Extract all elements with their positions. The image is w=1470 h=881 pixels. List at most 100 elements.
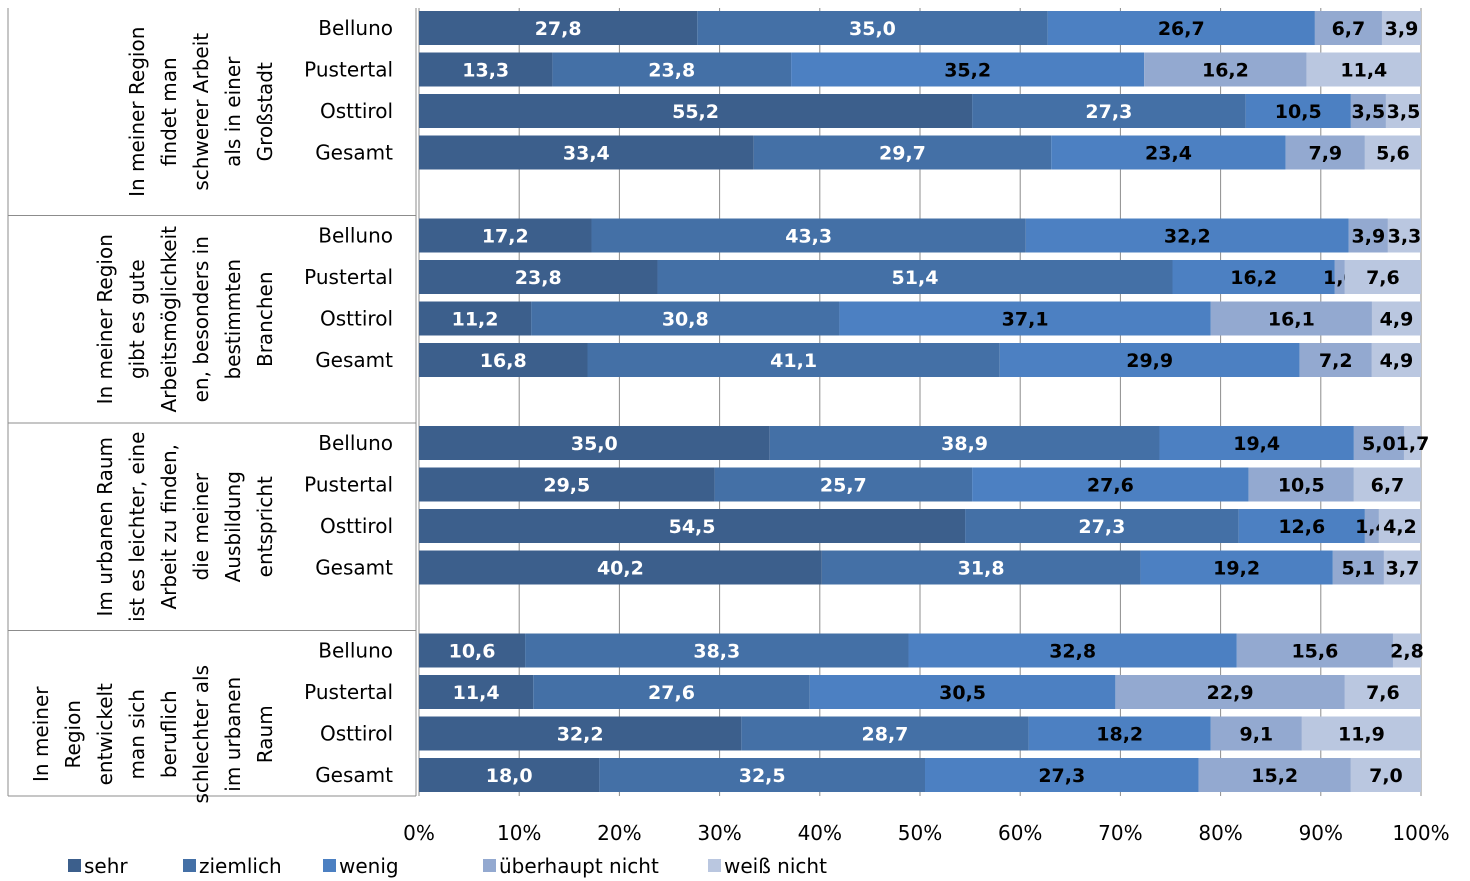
bar-segment	[1371, 301, 1421, 336]
bar-segment	[419, 52, 553, 87]
data-label: 5,1	[1342, 558, 1376, 580]
data-label: 16,1	[1268, 309, 1315, 331]
bars: 27,8 35,0 26,7 6,7 3,9 13,3 23,8 35,2 16,2 11,4 55…	[419, 11, 1429, 792]
bar-segment	[587, 343, 1000, 377]
data-label: 27,3	[1085, 101, 1132, 123]
x-tick-label: 30%	[697, 821, 741, 845]
data-label: 11,4	[1340, 60, 1387, 82]
bar-segment	[1051, 135, 1286, 170]
data-label: 3,9	[1352, 226, 1386, 248]
bar-segment	[525, 633, 909, 668]
data-label: 38,9	[941, 433, 988, 455]
bar-segment	[1371, 343, 1421, 377]
bar-segment	[1236, 633, 1393, 668]
bar-segment	[1383, 550, 1421, 585]
legend-swatch	[323, 859, 336, 872]
data-label: 7,2	[1319, 350, 1353, 372]
bar-segment	[1198, 758, 1351, 792]
data-label: 22,9	[1207, 682, 1254, 704]
legend-swatch	[183, 859, 196, 872]
bar-segment	[1364, 135, 1421, 170]
data-label: 4,9	[1380, 309, 1414, 331]
data-label: 7,0	[1369, 765, 1403, 787]
data-label: 11,4	[453, 682, 500, 704]
bar-segment	[1392, 633, 1421, 668]
data-label: 35,2	[944, 60, 991, 82]
group-label-line: Ausbildung	[221, 471, 245, 582]
data-label: 5,6	[1376, 143, 1410, 165]
bar-segment	[419, 218, 592, 253]
data-label: 18,0	[486, 765, 533, 787]
bar-segment	[1172, 260, 1335, 294]
group-label-line: ist es leichter, eine	[125, 432, 149, 622]
data-label: 35,0	[571, 433, 618, 455]
group-label-line: findet man	[157, 57, 181, 166]
data-label: 32,2	[1164, 226, 1211, 248]
group-label-line: entspricht	[253, 476, 277, 577]
data-label: 27,3	[1078, 516, 1125, 538]
bar-segment	[1350, 94, 1386, 128]
data-label: 7,6	[1366, 267, 1400, 289]
bar-segment	[791, 52, 1145, 87]
data-label: 16,2	[1202, 60, 1249, 82]
group-label-line: die meiner	[189, 472, 213, 580]
legend-label: überhaupt nicht	[499, 854, 659, 878]
bar-segment	[1144, 52, 1307, 87]
data-label: 23,8	[648, 60, 695, 82]
data-label: 4,2	[1383, 516, 1417, 538]
data-label: 19,4	[1233, 433, 1280, 455]
data-label: 17,2	[482, 226, 529, 248]
bar-segment	[1344, 260, 1421, 294]
data-label: 32,5	[739, 765, 786, 787]
bar-segment	[1210, 716, 1302, 751]
group-label-line: en, besonders in	[189, 236, 213, 402]
x-tick-label: 70%	[1098, 821, 1142, 845]
group-label-line: Branchen	[253, 271, 277, 367]
bar-segment	[419, 467, 715, 502]
row-label: Osttirol	[320, 722, 393, 746]
bar-segment	[714, 467, 973, 502]
bar-segment	[1245, 94, 1351, 128]
bar-segment	[533, 675, 810, 709]
data-label: 40,2	[597, 558, 644, 580]
bar-segment	[419, 509, 966, 543]
bar-segment	[1385, 94, 1421, 128]
data-label: 30,8	[662, 309, 709, 331]
bar-segment	[419, 260, 658, 294]
group-label-line: In meiner Region	[93, 234, 117, 404]
bar-segment	[839, 301, 1211, 336]
bar-segment	[419, 11, 698, 45]
data-label: 32,8	[1049, 641, 1096, 663]
group-label-line: als in einer	[221, 56, 245, 167]
data-label: 6,7	[1371, 475, 1405, 497]
bar-segment	[599, 758, 926, 792]
data-label: 23,4	[1145, 143, 1192, 165]
row-label: Belluno	[318, 16, 393, 40]
group-label-line: Raum	[253, 705, 277, 763]
group-label-line: Großstadt	[253, 62, 277, 161]
data-label: 32,2	[557, 724, 604, 746]
data-label: 29,9	[1126, 350, 1173, 372]
data-label: 7,9	[1308, 143, 1342, 165]
bar-segment	[657, 260, 1173, 294]
data-label: 2,8	[1390, 641, 1424, 663]
legend-swatch	[483, 859, 496, 872]
group-label-line: gibt es gute	[125, 259, 149, 379]
bar-segment	[1301, 716, 1421, 751]
data-label: 30,5	[939, 682, 986, 704]
bar-segment	[1348, 218, 1388, 253]
x-tick-label: 60%	[998, 821, 1042, 845]
bar-segment	[1314, 11, 1382, 45]
bar-segment	[531, 301, 840, 336]
bar-segment	[419, 343, 588, 377]
data-label: 16,8	[480, 350, 527, 372]
bar-segment	[972, 467, 1249, 502]
bar-segment	[419, 301, 532, 336]
row-label: Belluno	[318, 639, 393, 663]
row-label: Osttirol	[320, 99, 393, 123]
bar-segment	[1344, 675, 1421, 709]
bar-segment	[1210, 301, 1372, 336]
row-label: Gesamt	[315, 556, 393, 580]
bar-segment	[908, 633, 1237, 668]
